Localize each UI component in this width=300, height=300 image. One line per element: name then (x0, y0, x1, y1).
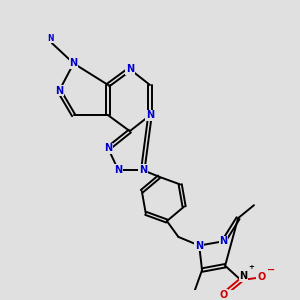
Text: N: N (146, 110, 154, 120)
Text: O: O (257, 272, 265, 282)
Text: N: N (114, 165, 122, 175)
Text: N: N (195, 241, 203, 250)
Text: +: + (248, 264, 254, 270)
Text: O: O (220, 290, 228, 300)
Text: −: − (267, 265, 275, 275)
Text: N: N (220, 236, 228, 246)
Text: N: N (139, 165, 147, 175)
Text: N: N (47, 34, 54, 43)
Text: N: N (104, 143, 112, 153)
Text: N: N (70, 58, 78, 68)
Text: N: N (126, 64, 134, 74)
Text: N: N (55, 86, 63, 96)
Text: N: N (239, 271, 248, 281)
